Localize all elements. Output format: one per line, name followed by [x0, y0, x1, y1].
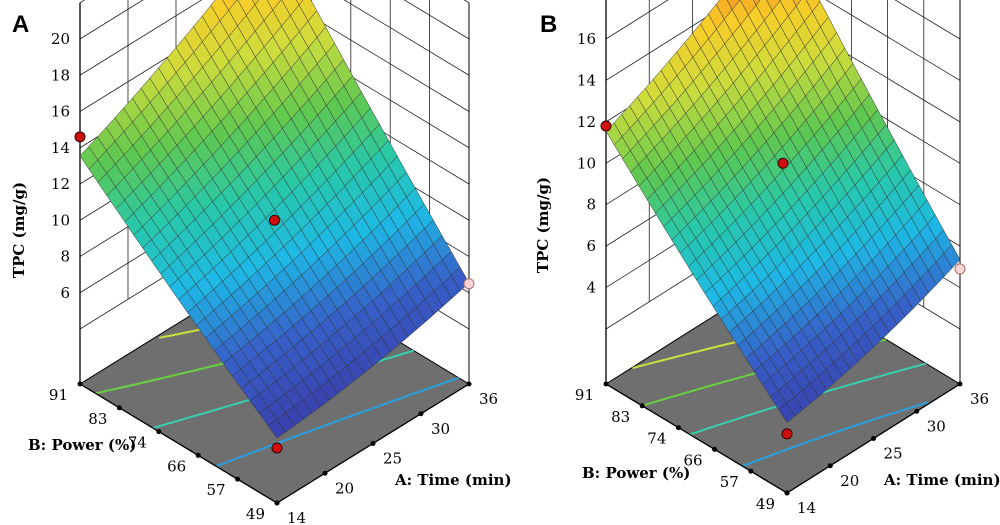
y-axis-line	[605, 383, 788, 494]
x-tick-mark	[322, 470, 328, 476]
y-tick-label: 74	[647, 430, 666, 448]
y-tick-label: 66	[684, 451, 703, 469]
z-tick-label: 8	[60, 248, 70, 266]
x-tick-label: 36	[970, 390, 989, 408]
z-tick-label: 6	[586, 237, 596, 255]
x-tick-mark	[871, 436, 876, 441]
design-point	[271, 442, 283, 454]
wall-grid-line	[79, 0, 470, 76]
surface-cell	[778, 402, 796, 423]
panel-a: 14 20 25 30 36 49 57 66 74 83 91 6 8 10 12 14 16 18 20 A TPC…	[10, 0, 512, 525]
y-tick-label: 91	[575, 386, 594, 404]
design-points	[74, 131, 475, 454]
z-tick-label: 14	[51, 139, 70, 157]
z-tick-label: 16	[51, 103, 70, 121]
tick-labels: 14 20 25 30 36 49 57 66 74 83 91 4 6 8 10 12 14 16	[575, 30, 989, 517]
y-tick-label: 57	[207, 481, 226, 499]
x-tick-mark	[370, 441, 376, 446]
y-axis-line	[79, 383, 278, 504]
surface-cell	[753, 0, 761, 6]
z-tick-label: 6	[60, 284, 70, 302]
design-point	[74, 131, 86, 143]
y-tick-mark	[116, 405, 122, 411]
x-tick-label: 14	[797, 499, 816, 517]
z-axis-title: TPC (mg/g)	[10, 182, 28, 278]
x-axis-title: A: Time (min)	[883, 471, 1000, 489]
design-point	[463, 278, 475, 290]
y-tick-label: 49	[246, 505, 265, 523]
contour-line	[742, 401, 929, 468]
z-tick-label: 14	[577, 71, 596, 89]
surface-cell	[252, 0, 260, 6]
x-tick-label: 14	[287, 509, 306, 525]
response-surface	[79, 0, 470, 439]
design-point	[777, 157, 789, 169]
x-tick-mark	[827, 463, 833, 469]
y-tick-mark	[235, 476, 241, 482]
design-point	[781, 428, 793, 440]
wall-grid-line	[79, 0, 470, 112]
z-tick-label: 12	[577, 113, 596, 131]
y-tick-mark	[675, 425, 681, 431]
y-tick-label: 49	[756, 495, 775, 513]
x-tick-mark	[957, 381, 963, 387]
y-tick-mark	[748, 468, 754, 474]
surface-cell	[296, 0, 304, 6]
z-tick-label: 18	[51, 66, 70, 84]
y-tick-mark	[274, 500, 280, 506]
x-tick-label: 36	[479, 390, 498, 408]
panel-label: A	[12, 11, 29, 38]
surface-cell	[792, 0, 802, 7]
design-point	[269, 214, 280, 226]
x-tick-mark	[418, 411, 424, 417]
y-tick-label: 83	[611, 408, 630, 426]
z-tick-label: 16	[577, 30, 596, 48]
z-tick-label: 4	[586, 279, 596, 297]
x-tick-label: 30	[431, 420, 450, 438]
wall-grid-line	[605, 0, 961, 81]
x-tick-label: 20	[335, 479, 354, 497]
wall-grid-line	[605, 0, 961, 40]
x-tick-label: 25	[884, 445, 903, 463]
y-tick-label: 74	[128, 434, 147, 452]
y-tick-mark	[156, 429, 162, 435]
y-tick-mark	[639, 403, 645, 409]
y-axis-title: B: Power (%)	[28, 436, 136, 454]
surface-cell	[267, 419, 287, 439]
z-tick-label: 10	[51, 211, 70, 229]
z-tick-label: 12	[51, 175, 70, 193]
panel-b: 14 20 25 30 36 49 57 66 74 83 91 4 6 8 10 12 14 16 B TPC (m…	[534, 0, 1000, 517]
x-tick-mark	[466, 381, 472, 387]
y-tick-mark	[784, 490, 790, 496]
y-tick-mark	[195, 452, 201, 458]
y-tick-label: 83	[88, 410, 107, 428]
y-tick-label: 91	[49, 386, 68, 404]
design-point	[600, 120, 612, 132]
design-point	[954, 263, 966, 275]
y-tick-label: 66	[167, 457, 186, 475]
z-axis-title: TPC (mg/g)	[534, 177, 552, 273]
y-tick-label: 57	[720, 473, 739, 491]
contour-line	[215, 376, 460, 468]
y-tick-mark	[712, 446, 718, 452]
x-tick-label: 20	[840, 472, 859, 490]
tick-labels: 14 20 25 30 36 49 57 66 74 83 91 6 8 10 12 14 16 18 20	[49, 30, 498, 525]
z-tick-label: 10	[577, 154, 596, 172]
y-axis-title: B: Power (%)	[582, 464, 690, 482]
z-tick-label: 8	[586, 196, 596, 214]
y-tick-mark	[603, 381, 609, 387]
x-tick-label: 25	[383, 450, 402, 468]
z-tick-label: 20	[51, 30, 70, 48]
x-axis-title: A: Time (min)	[394, 471, 512, 489]
design-points	[600, 120, 966, 440]
panel-label: B	[540, 11, 557, 38]
y-tick-mark	[77, 381, 83, 387]
x-tick-label: 30	[927, 417, 946, 435]
x-tick-mark	[914, 408, 920, 414]
response-surface	[605, 0, 961, 423]
